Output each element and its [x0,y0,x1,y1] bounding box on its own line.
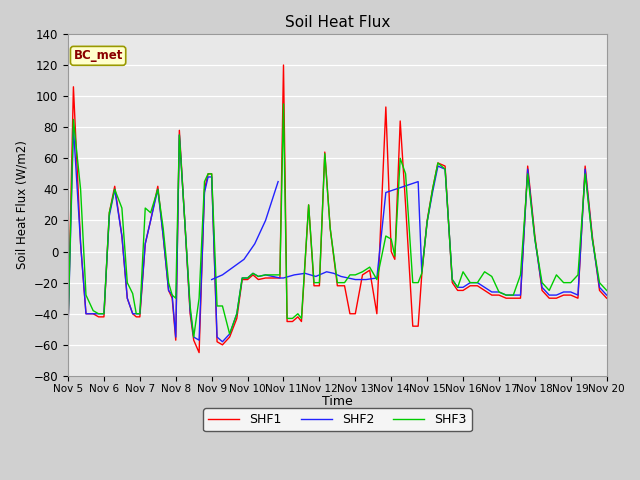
SHF2 [262,272,269,278]
SHF2 [373,275,381,281]
Line: SHF2: SHF2 [68,127,607,342]
SHF1 [129,311,136,317]
SHF2 [219,339,227,345]
SHF3 [129,291,136,297]
SHF3 [603,288,611,293]
SHF1 [516,295,524,301]
SHF3 [186,303,194,309]
Line: SHF1: SHF1 [68,65,607,353]
Legend: SHF1, SHF2, SHF3: SHF1, SHF2, SHF3 [203,408,472,431]
SHF1 [175,127,183,133]
SHF2 [603,292,611,298]
Text: BC_met: BC_met [74,49,123,62]
SHF3 [64,324,72,329]
Title: Soil Heat Flux: Soil Heat Flux [285,15,390,30]
Y-axis label: Soil Heat Flux (W/m2): Soil Heat Flux (W/m2) [15,141,28,269]
SHF2 [382,190,390,195]
SHF2 [64,326,72,332]
SHF2 [423,219,431,225]
SHF1 [280,62,287,68]
SHF2 [441,166,449,172]
SHF1 [603,295,611,301]
SHF1 [366,267,374,273]
SHF1 [64,326,72,332]
SHF3 [280,101,287,107]
SHF2 [70,124,77,130]
SHF3 [366,264,374,270]
SHF1 [596,288,604,293]
X-axis label: Time: Time [322,395,353,408]
SHF1 [186,311,194,317]
SHF2 [552,292,560,298]
SHF3 [516,272,524,278]
SHF1 [195,350,203,356]
Line: SHF3: SHF3 [68,104,607,337]
SHF3 [175,132,183,138]
SHF3 [190,334,198,340]
SHF3 [596,280,604,286]
